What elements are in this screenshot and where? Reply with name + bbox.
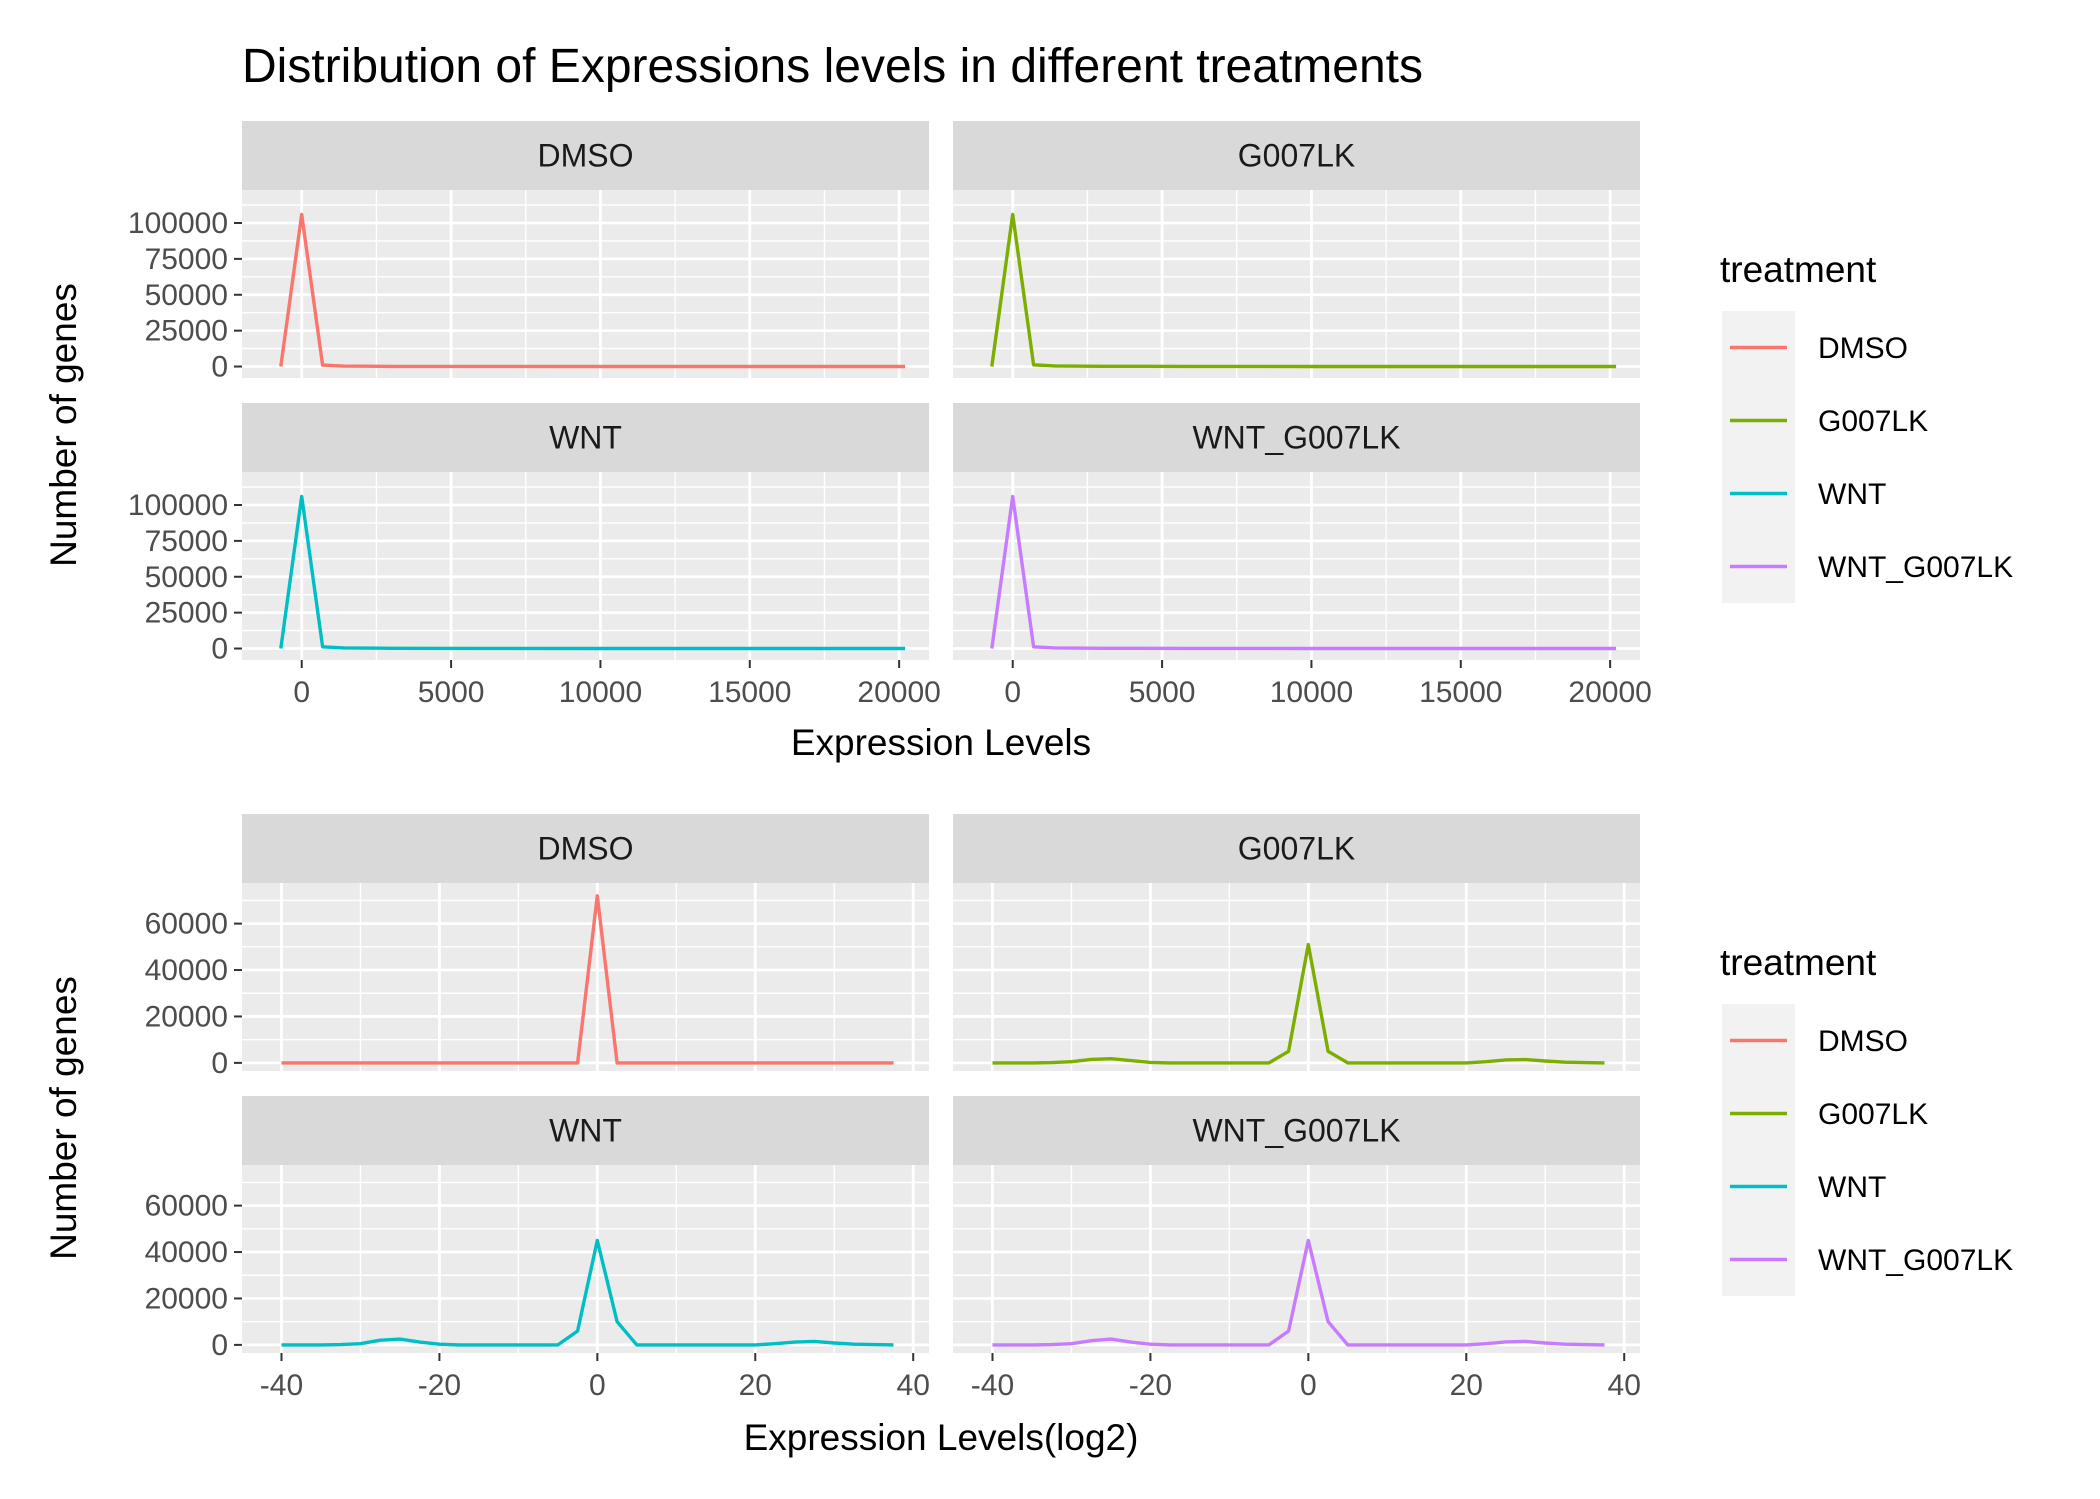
legend-label: WNT [1818,1171,1886,1204]
x-tick-label: 5000 [418,676,485,709]
facet-strip-label: WNT_G007LK [1192,1113,1400,1149]
series-line-WNT [281,1238,894,1347]
x-tick-label: 0 [293,676,310,709]
facet-G007LK: G007LK [953,121,1640,378]
legend: treatment DMSO G007LK WNT WNT_G007LK [1720,249,2013,603]
legend: treatment DMSO G007LK WNT WNT_G007LK [1720,942,2013,1296]
y-tick-label: 75000 [145,243,228,276]
y-tick-label: 25000 [145,315,228,348]
legend-label: G007LK [1818,1098,1928,1131]
plot-block-1: DMSO0250005000075000100000G007LKWNT02500… [43,121,2013,763]
x-tick-label: 15000 [708,676,791,709]
facet-strip [953,1096,1640,1165]
x-axis-title: Expression Levels(log2) [744,1417,1139,1458]
series-line-G007LK [992,942,1605,1065]
legend-label: WNT_G007LK [1818,1244,2013,1277]
facet-DMSO: DMSO 0 20000 40000 60000 [145,814,929,1080]
y-axis-title: Number of genes [43,976,84,1260]
facet-strip [953,814,1640,883]
y-tick-label: 50000 [145,561,228,594]
x-tick-label: 0 [1300,1369,1317,1402]
series-line-WNT [279,494,906,651]
panel-background [242,1165,929,1353]
chart-title: Distribution of Expressions levels in di… [242,40,1423,93]
legend-label: WNT_G007LK [1818,551,2013,584]
x-tick-label: 5000 [1129,676,1196,709]
facet-WNT_G007LK: WNT_G007LK 0 5000 10000 15000 20000 [953,403,1652,709]
panel-background [953,1165,1640,1353]
panel-background [242,190,929,378]
facet-strip-label: DMSO [538,138,634,174]
facet-G007LK: G007LK [953,814,1640,1071]
x-tick-label: -40 [260,1369,303,1402]
facet-WNT: WNT 0 20000 40000 60000 -40 -20 0 20 40 [145,1096,930,1402]
y-tick-label: 75000 [145,525,228,558]
x-tick-label: -20 [418,1369,461,1402]
y-axis-title: Number of genes [43,283,84,567]
panel-background [953,883,1640,1071]
legend-label: WNT [1818,478,1886,511]
facet-strip [953,121,1640,190]
y-tick-label: 40000 [145,1236,228,1269]
facet-strip-label: G007LK [1238,831,1355,867]
x-tick-label: 40 [897,1369,930,1402]
facet-WNT_G007LK: WNT_G007LK -40 -20 0 20 40 [953,1096,1641,1402]
x-tick-label: 0 [589,1369,606,1402]
y-tick-label: 0 [211,1047,228,1080]
plots-group: DMSO0250005000075000100000G007LKWNT02500… [43,121,2013,1458]
x-tick-label: 10000 [559,676,642,709]
series-line-DMSO [279,212,906,369]
legend-title: treatment [1720,942,1877,983]
y-tick-label: 50000 [145,279,228,312]
y-tick-label: 20000 [145,1282,228,1315]
x-tick-label: 0 [1004,676,1021,709]
x-tick-label: 20 [739,1369,772,1402]
x-tick-label: 10000 [1270,676,1353,709]
facet-strip-label: WNT_G007LK [1192,420,1400,456]
plot-block-2: DMSO 0 20000 40000 60000 G007LK WNT 0 20000 40000… [43,814,2013,1458]
facet-strip-label: WNT [549,1113,622,1149]
series-line-DMSO [281,894,894,1065]
y-tick-label: 25000 [145,597,228,630]
panel-background [242,472,929,660]
facet-strip [242,814,929,883]
y-tick-label: 0 [211,1329,228,1362]
legend-label: DMSO [1818,1025,1908,1058]
x-axis-title: Expression Levels [791,722,1091,763]
facet-strip-label: G007LK [1238,138,1355,174]
y-tick-label: 40000 [145,954,228,987]
x-tick-label: 15000 [1419,676,1502,709]
y-tick-label: 0 [211,633,228,666]
x-tick-label: -40 [971,1369,1014,1402]
series-line-WNT_G007LK [992,1238,1605,1347]
y-tick-label: 60000 [145,908,228,941]
x-tick-label: -20 [1129,1369,1172,1402]
x-tick-label: 20000 [857,676,940,709]
legend-label: DMSO [1818,332,1908,365]
y-tick-label: 100000 [128,489,228,522]
facet-strip [242,121,929,190]
facet-strip-label: DMSO [538,831,634,867]
series-line-WNT_G007LK [990,494,1617,651]
y-tick-label: 20000 [145,1000,228,1033]
y-tick-label: 100000 [128,207,228,240]
y-tick-label: 0 [211,351,228,384]
facet-strip [953,403,1640,472]
x-tick-label: 20 [1450,1369,1483,1402]
panel-background [953,190,1640,378]
panel-background [953,472,1640,660]
facet-strip-label: WNT [549,420,622,456]
facet-strip [242,403,929,472]
series-line-G007LK [990,212,1617,369]
legend-label: G007LK [1818,405,1928,438]
panel-background [242,883,929,1071]
legend-title: treatment [1720,249,1877,290]
facet-strip [242,1096,929,1165]
x-tick-label: 40 [1608,1369,1641,1402]
y-tick-label: 60000 [145,1190,228,1223]
x-tick-label: 20000 [1568,676,1651,709]
